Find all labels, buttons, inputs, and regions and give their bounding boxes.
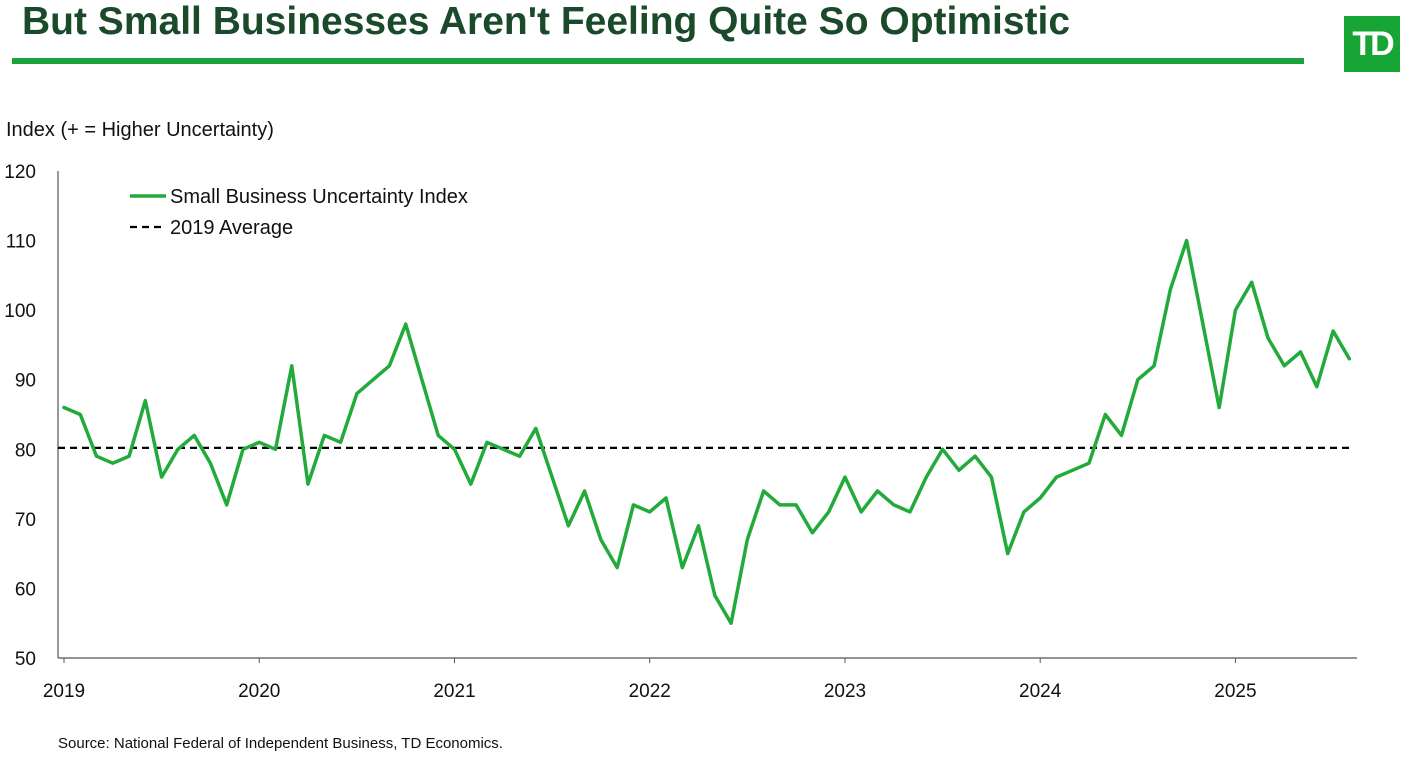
- y-tick-label: 100: [4, 301, 36, 322]
- chart-axes: [57, 171, 1357, 663]
- y-axis-label: Index (+ = Higher Uncertainty): [6, 119, 274, 141]
- legend-label-average: 2019 Average: [170, 217, 293, 239]
- y-tick-label: 70: [15, 510, 36, 531]
- legend-label-index: Small Business Uncertainty Index: [170, 186, 468, 208]
- uncertainty-index-line: [62, 238, 1352, 625]
- y-tick-label: 80: [15, 440, 36, 461]
- x-tick-label: 2021: [433, 681, 475, 702]
- chart-legend: Small Business Uncertainty Index 2019 Ave…: [130, 186, 468, 239]
- x-tick-label: 2025: [1214, 681, 1256, 702]
- td-logo: TD: [1344, 16, 1400, 72]
- x-tick-label: 2023: [824, 681, 866, 702]
- y-tick-label: 120: [4, 162, 36, 183]
- x-tick-label: 2019: [43, 681, 85, 702]
- chart-title: But Small Businesses Aren't Feeling Quit…: [22, 0, 1071, 43]
- chart-tick-labels: 50 60 70 80 90 100 110 120 2019 2020 2021 2022 2023 2…: [4, 162, 1256, 702]
- source-note: Source: National Federal of Independent …: [58, 735, 503, 752]
- x-tick-label: 2022: [629, 681, 671, 702]
- y-tick-label: 110: [6, 232, 36, 253]
- y-tick-label: 90: [15, 371, 36, 392]
- y-tick-label: 50: [15, 649, 36, 670]
- y-tick-label: 60: [15, 579, 36, 600]
- chart-series: [58, 238, 1352, 625]
- x-tick-label: 2024: [1019, 681, 1062, 702]
- title-underline: [12, 58, 1304, 64]
- x-tick-label: 2020: [238, 681, 280, 702]
